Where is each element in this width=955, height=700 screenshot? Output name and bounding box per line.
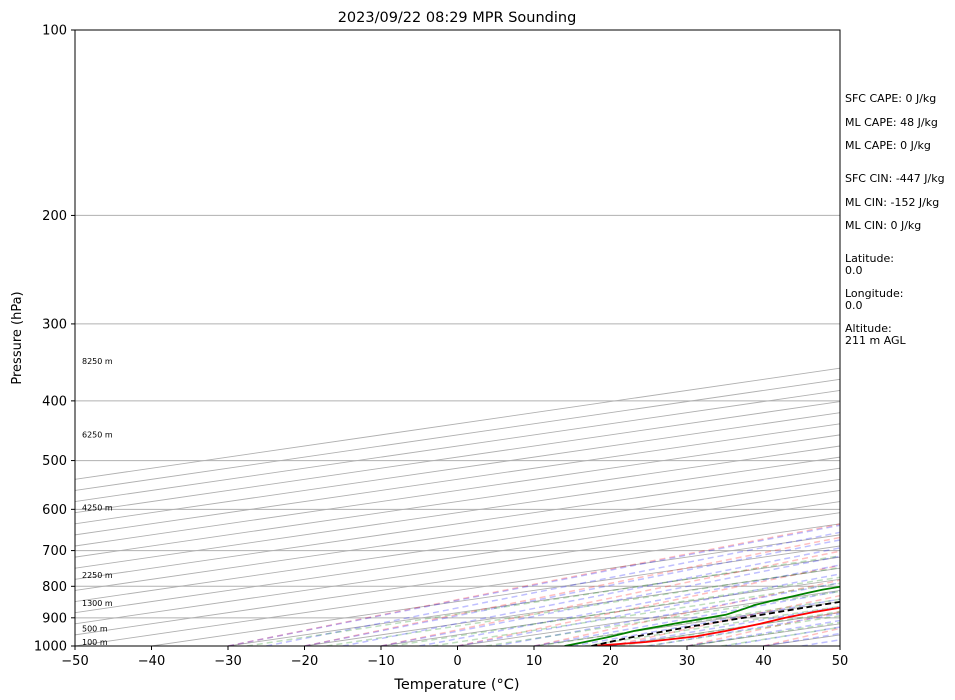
height-label: 1300 m — [82, 599, 113, 608]
isotherm-line — [0, 30, 955, 646]
y-tick-label: 400 — [42, 394, 67, 409]
x-tick-label: 50 — [832, 654, 849, 669]
isotherm-line — [0, 30, 955, 646]
y-tick-label: 300 — [42, 317, 67, 332]
height-label: 6250 m — [82, 430, 113, 439]
isotherm-line — [0, 30, 955, 646]
height-label: 500 m — [82, 624, 108, 633]
chart-title: 2023/09/22 08:29 MPR Sounding — [338, 10, 577, 26]
reference-lines — [0, 30, 955, 646]
isotherm-line — [0, 30, 955, 646]
altitude-label: Altitude: — [845, 323, 892, 334]
isotherm-line — [0, 30, 955, 646]
latitude-value: 0.0 — [845, 265, 863, 276]
isotherm-line — [75, 30, 955, 646]
plot-frame — [75, 30, 840, 646]
ml-cape-text-2: ML CAPE: 0 J/kg — [845, 140, 931, 151]
latitude-label: Latitude: — [845, 253, 894, 264]
isotherm-line — [0, 30, 955, 646]
longitude-value: 0.0 — [845, 300, 863, 311]
ml-cin-text: ML CIN: -152 J/kg — [845, 197, 939, 208]
y-tick-label: 800 — [42, 580, 67, 595]
isotherm-line — [0, 30, 955, 646]
y-tick-label: 900 — [42, 611, 67, 626]
isotherm-line — [0, 30, 955, 646]
x-tick-label: −30 — [214, 654, 241, 669]
height-label: 4250 m — [82, 504, 113, 513]
x-tick-label: −50 — [61, 654, 88, 669]
sfc-cape-text: SFC CAPE: 0 J/kg — [845, 93, 936, 104]
y-tick-label: 500 — [42, 454, 67, 469]
isotherm-line — [0, 30, 955, 646]
x-tick-label: 20 — [602, 654, 619, 669]
y-tick-label: 200 — [42, 209, 67, 224]
y-tick-label: 700 — [42, 544, 67, 559]
isotherm-line — [0, 30, 955, 646]
altitude-value: 211 m AGL — [845, 335, 906, 346]
x-tick-label: 0 — [453, 654, 461, 669]
y-tick-label: 600 — [42, 503, 67, 518]
x-tick-label: −10 — [367, 654, 394, 669]
x-tick-label: −20 — [291, 654, 318, 669]
ml-cape-text: ML CAPE: 48 J/kg — [845, 117, 938, 128]
isotherm-line — [0, 30, 955, 646]
y-tick-label: 1000 — [34, 640, 67, 655]
isotherm-line — [0, 30, 955, 646]
isotherm-line — [0, 30, 955, 646]
isotherm-line — [0, 30, 955, 646]
sfc-cin-text: SFC CIN: -447 J/kg — [845, 173, 945, 184]
height-label: 2250 m — [82, 571, 113, 580]
longitude-label: Longitude: — [845, 288, 903, 299]
ml-cin-text-2: ML CIN: 0 J/kg — [845, 220, 921, 231]
x-tick-label: 40 — [755, 654, 772, 669]
x-axis-label: Temperature (°C) — [393, 677, 519, 693]
height-label: 8250 m — [82, 357, 113, 366]
x-tick-label: −40 — [138, 654, 165, 669]
x-tick-label: 10 — [526, 654, 543, 669]
isotherm-line — [0, 30, 955, 646]
y-axis-label: Pressure (hPa) — [10, 291, 25, 384]
isotherm-line — [152, 30, 955, 646]
x-tick-label: 30 — [679, 654, 696, 669]
y-tick-label: 100 — [42, 24, 67, 39]
